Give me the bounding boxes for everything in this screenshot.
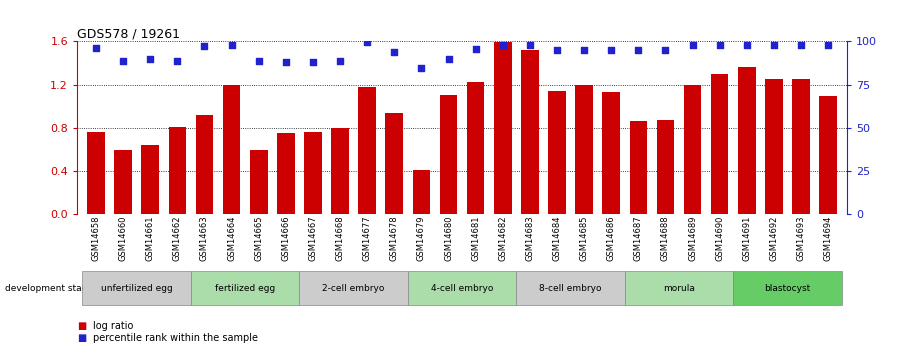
Bar xyxy=(494,42,512,214)
Text: 4-cell embryo: 4-cell embryo xyxy=(431,284,493,293)
Bar xyxy=(711,74,728,214)
Point xyxy=(225,42,239,47)
Bar xyxy=(630,121,647,214)
Bar xyxy=(304,132,322,214)
Text: fertilized egg: fertilized egg xyxy=(215,284,275,293)
Bar xyxy=(196,115,213,214)
Bar xyxy=(412,170,430,214)
Text: GDS578 / 19261: GDS578 / 19261 xyxy=(77,27,180,40)
Bar xyxy=(467,82,485,214)
Point xyxy=(821,42,835,47)
Point xyxy=(523,42,537,47)
Point xyxy=(305,59,320,65)
Bar xyxy=(169,127,186,214)
Text: development stage  ▶: development stage ▶ xyxy=(5,284,105,293)
Bar xyxy=(819,96,837,214)
Point xyxy=(550,47,564,53)
Text: unfertilized egg: unfertilized egg xyxy=(101,284,172,293)
Bar xyxy=(657,120,674,214)
Point xyxy=(604,47,619,53)
Text: morula: morula xyxy=(663,284,695,293)
Bar xyxy=(765,79,783,214)
Point xyxy=(333,58,347,63)
Point xyxy=(496,42,510,47)
Point xyxy=(360,40,374,45)
Bar xyxy=(385,112,403,214)
Point xyxy=(170,58,185,63)
Point xyxy=(685,42,699,47)
Text: 8-cell embryo: 8-cell embryo xyxy=(539,284,602,293)
Bar xyxy=(250,150,267,214)
Bar xyxy=(141,145,159,214)
Bar xyxy=(684,85,701,214)
Point xyxy=(468,46,483,52)
Bar xyxy=(332,128,349,214)
Text: 2-cell embryo: 2-cell embryo xyxy=(323,284,385,293)
Text: percentile rank within the sample: percentile rank within the sample xyxy=(93,333,258,343)
Bar xyxy=(223,85,240,214)
Point xyxy=(577,47,592,53)
Bar xyxy=(87,132,105,214)
Point xyxy=(387,49,401,55)
Point xyxy=(631,47,646,53)
Bar xyxy=(359,87,376,214)
Text: ■: ■ xyxy=(77,333,86,343)
Point xyxy=(441,56,456,61)
Point xyxy=(766,42,781,47)
Point xyxy=(794,42,808,47)
Text: blastocyst: blastocyst xyxy=(765,284,811,293)
Text: log ratio: log ratio xyxy=(93,321,134,331)
Bar xyxy=(602,92,620,214)
Bar xyxy=(792,79,810,214)
Point xyxy=(143,56,158,61)
Bar xyxy=(439,95,458,214)
Point xyxy=(739,42,754,47)
Point xyxy=(658,47,672,53)
Point xyxy=(116,58,130,63)
Text: ■: ■ xyxy=(77,321,86,331)
Point xyxy=(198,43,212,48)
Bar xyxy=(575,85,593,214)
Point xyxy=(414,66,429,71)
Bar xyxy=(738,67,756,214)
Bar xyxy=(114,150,132,214)
Bar xyxy=(548,91,565,214)
Point xyxy=(252,58,266,63)
Point xyxy=(278,59,293,65)
Point xyxy=(89,45,103,51)
Bar xyxy=(277,133,294,214)
Point xyxy=(712,42,727,47)
Bar xyxy=(521,50,539,214)
